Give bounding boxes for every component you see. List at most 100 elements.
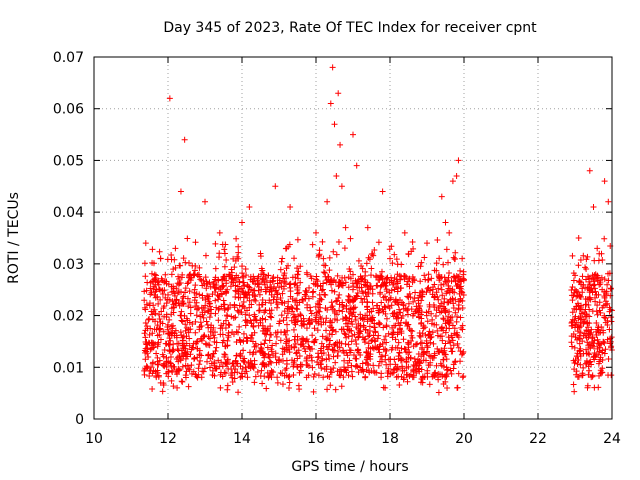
data-point <box>299 335 306 342</box>
data-point <box>287 288 294 295</box>
data-point <box>238 373 245 380</box>
data-point <box>173 355 180 362</box>
data-point <box>442 378 449 385</box>
data-point <box>374 335 381 342</box>
data-point <box>357 315 364 322</box>
data-point <box>197 357 204 364</box>
data-point <box>431 350 438 357</box>
data-point <box>174 340 181 347</box>
data-point <box>344 326 351 333</box>
data-point <box>585 301 592 308</box>
data-point <box>328 369 335 376</box>
data-point <box>400 302 407 309</box>
data-point <box>267 358 274 365</box>
data-point <box>404 378 411 385</box>
data-point <box>599 256 606 263</box>
data-point <box>601 350 608 357</box>
data-point <box>219 363 226 370</box>
data-point <box>174 346 181 353</box>
data-point <box>188 370 195 377</box>
data-point <box>142 240 149 247</box>
data-point <box>421 254 428 261</box>
data-point <box>322 262 329 269</box>
data-point <box>586 320 593 327</box>
data-point <box>269 369 276 376</box>
data-point <box>294 337 301 344</box>
data-point <box>298 341 305 348</box>
data-point <box>239 270 246 277</box>
data-point <box>445 319 452 326</box>
data-point <box>279 381 286 388</box>
data-point <box>370 305 377 312</box>
data-point <box>404 321 411 328</box>
data-point <box>369 299 376 306</box>
data-point <box>149 278 156 285</box>
data-point <box>244 295 251 302</box>
data-point <box>450 254 457 261</box>
data-point <box>373 344 380 351</box>
data-point <box>383 323 390 330</box>
data-point <box>223 257 230 264</box>
data-point <box>350 351 357 358</box>
data-point <box>445 285 452 292</box>
data-point <box>321 366 328 373</box>
data-point <box>309 364 316 371</box>
data-point <box>192 329 199 336</box>
data-point <box>454 282 461 289</box>
data-point <box>339 308 346 315</box>
data-point <box>177 280 184 287</box>
data-point <box>277 337 284 344</box>
data-point <box>299 296 306 303</box>
data-point <box>297 312 304 319</box>
data-point <box>577 305 584 312</box>
data-point <box>451 330 458 337</box>
data-point <box>444 288 451 295</box>
data-point <box>202 252 209 259</box>
data-point <box>173 297 180 304</box>
data-point <box>284 305 291 312</box>
data-point <box>187 304 194 311</box>
data-point <box>392 298 399 305</box>
data-point <box>435 285 442 292</box>
data-point <box>577 323 584 330</box>
data-point <box>185 365 192 372</box>
data-point <box>287 203 294 210</box>
data-point <box>597 279 604 286</box>
data-point <box>315 353 322 360</box>
data-point <box>389 260 396 267</box>
data-point <box>267 323 274 330</box>
data-point <box>244 374 251 381</box>
data-point <box>398 356 405 363</box>
data-point <box>268 359 275 366</box>
data-point <box>233 360 240 367</box>
data-point <box>221 250 228 257</box>
data-point <box>192 371 199 378</box>
data-point <box>263 362 270 369</box>
data-point <box>279 299 286 306</box>
data-point <box>426 301 433 308</box>
data-point <box>313 312 320 319</box>
data-point <box>268 291 275 298</box>
data-point <box>595 257 602 264</box>
data-point <box>285 298 292 305</box>
data-point <box>356 284 363 291</box>
data-point <box>221 263 228 270</box>
data-point <box>457 297 464 304</box>
data-point <box>341 245 348 252</box>
data-point <box>250 322 257 329</box>
data-point <box>272 183 279 190</box>
data-point <box>347 235 354 242</box>
data-point <box>390 369 397 376</box>
data-point <box>205 295 212 302</box>
data-point <box>167 337 174 344</box>
data-point <box>211 372 218 379</box>
data-point <box>577 361 584 368</box>
data-point <box>246 203 253 210</box>
data-point <box>199 294 206 301</box>
data-point <box>163 354 170 361</box>
data-point <box>409 328 416 335</box>
data-point <box>203 278 210 285</box>
data-point <box>438 324 445 331</box>
data-point <box>601 314 608 321</box>
data-point <box>331 315 338 322</box>
